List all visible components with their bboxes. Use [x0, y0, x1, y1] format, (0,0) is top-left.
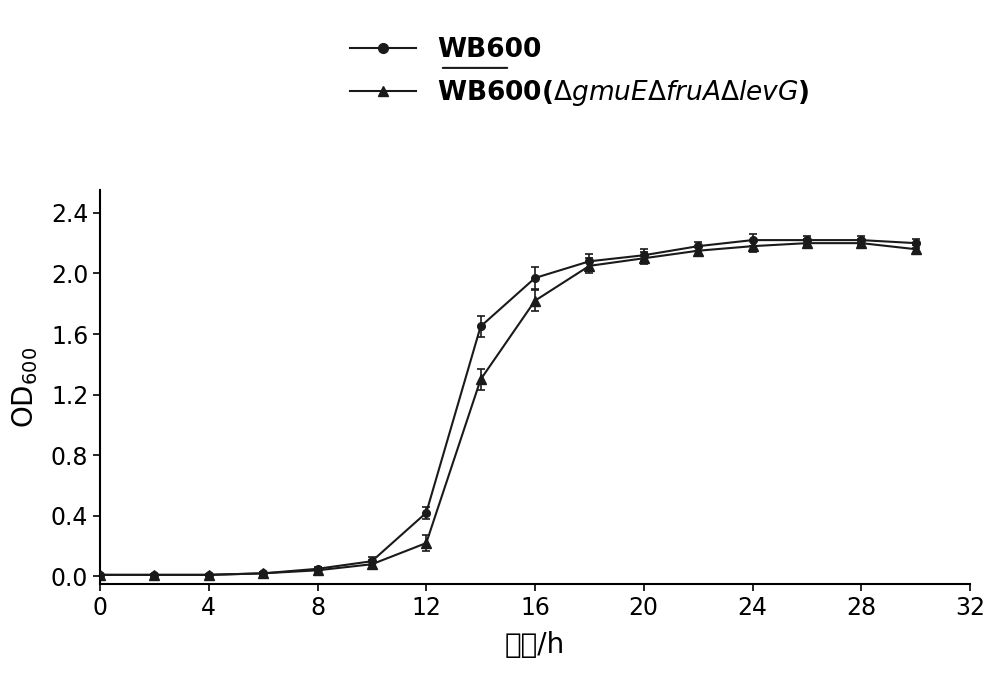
- Legend: WB600, WB600($\Delta$$\mathit{gmuE}$$\Delta$$\mathit{fruA}$$\Delta$$\mathit{levG: WB600, WB600($\Delta$$\mathit{gmuE}$$\De…: [340, 26, 820, 118]
- Y-axis label: OD$_{600}$: OD$_{600}$: [10, 346, 40, 428]
- X-axis label: 时间/h: 时间/h: [505, 631, 565, 659]
